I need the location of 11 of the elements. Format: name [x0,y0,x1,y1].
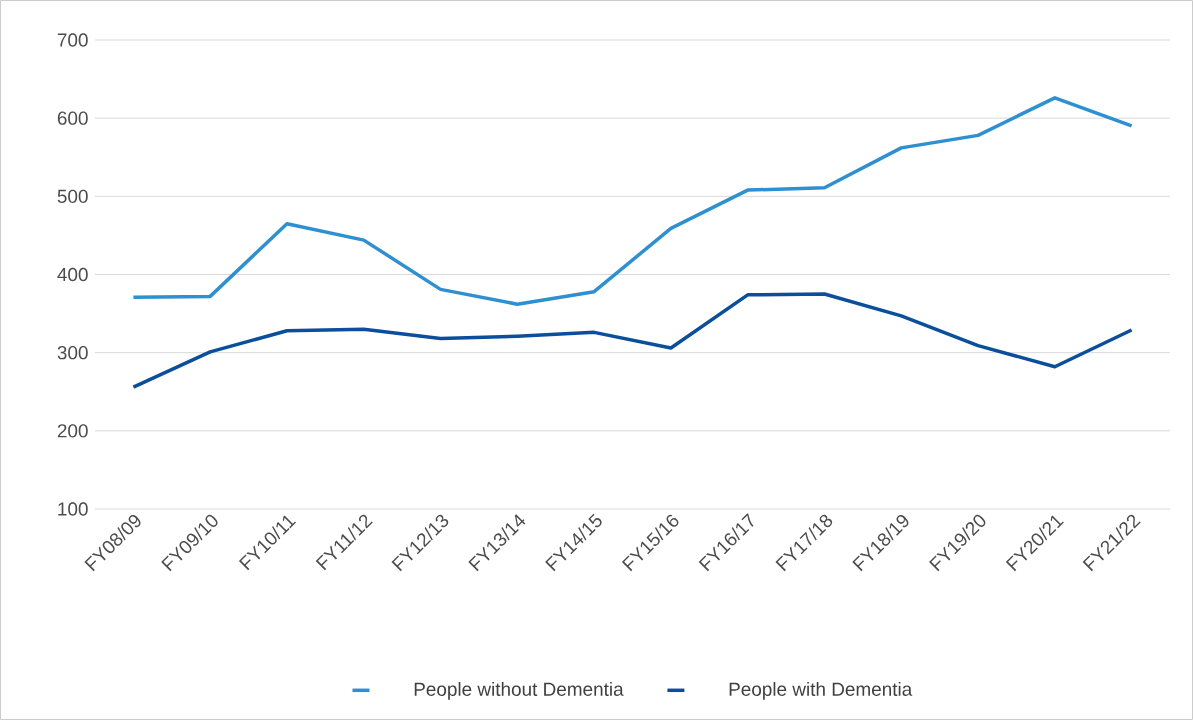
legend-label: People without Dementia [414,682,624,700]
y-tick-label: 300 [57,345,88,360]
legend-label: People with Dementia [729,682,913,700]
y-tick-label: 400 [57,267,88,282]
y-tick-label: 100 [58,502,88,516]
line-series [131,96,1134,306]
y-tick-label: 600 [57,111,88,125]
y-tick-label: 200 [57,424,88,438]
line-series [131,292,1134,389]
y-tick-label: 700 [57,33,88,47]
y-tick-label: 500 [57,189,88,204]
